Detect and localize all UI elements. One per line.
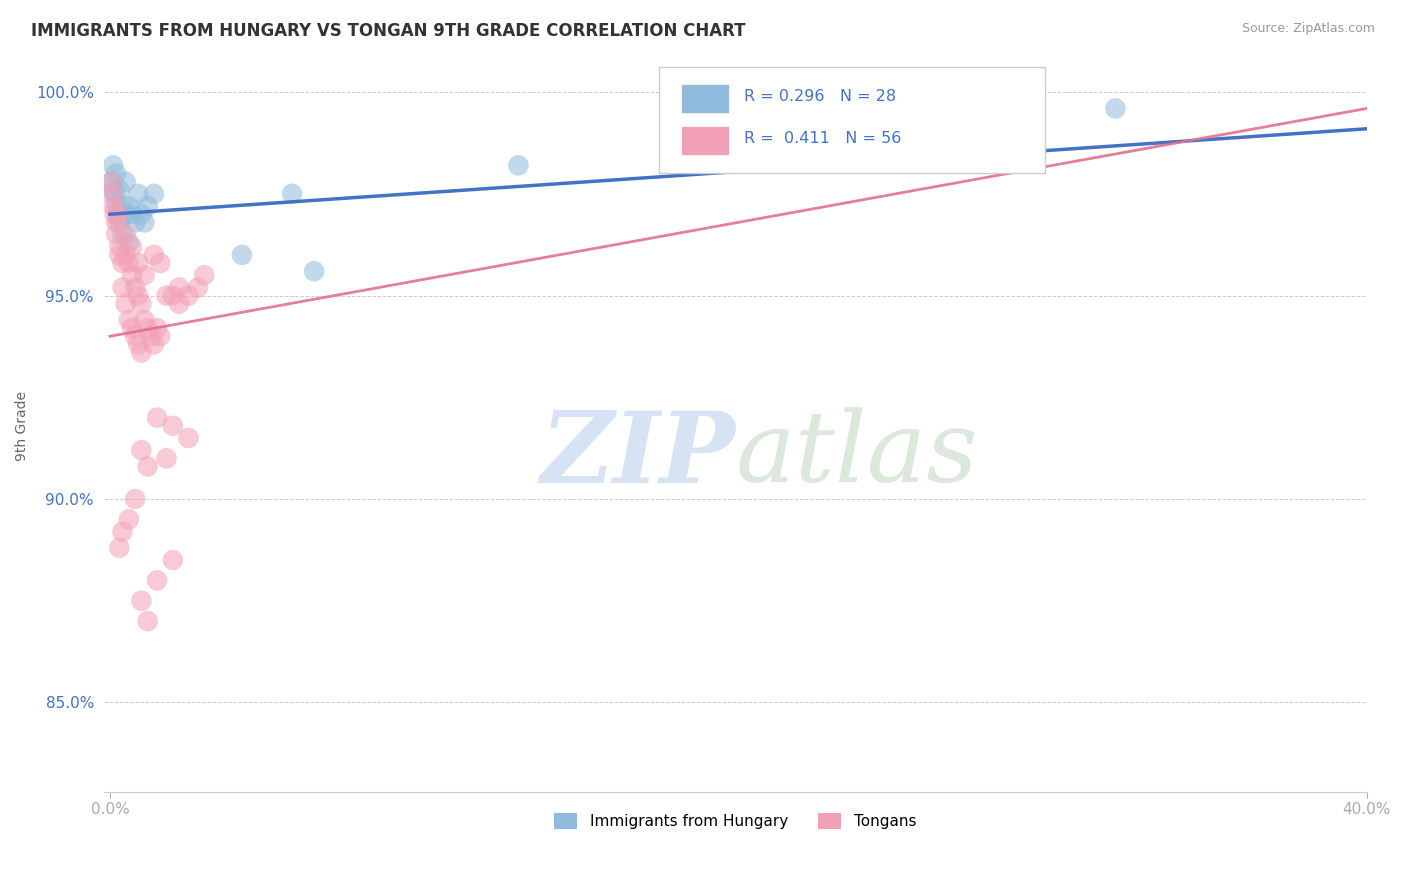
Point (193, 268, 215, 283)
Point (118, 313, 141, 327)
Point (107, 207, 129, 221)
Point (105, 199, 128, 213)
Point (101, 186, 124, 201)
Point (101, 183, 124, 197)
Point (127, 186, 149, 201)
Point (1104, 102, 1126, 116)
Point (101, 158, 124, 172)
Point (121, 240, 143, 254)
Point (111, 524, 134, 539)
Point (134, 268, 156, 283)
Text: IMMIGRANTS FROM HUNGARY VS TONGAN 9TH GRADE CORRELATION CHART: IMMIGRANTS FROM HUNGARY VS TONGAN 9TH GR… (31, 22, 745, 40)
Point (111, 280, 134, 294)
Point (162, 418, 184, 433)
Point (127, 337, 149, 351)
Point (108, 215, 131, 229)
Point (167, 280, 190, 294)
Point (231, 248, 253, 262)
FancyBboxPatch shape (659, 67, 1045, 173)
Point (108, 248, 131, 262)
Point (146, 321, 169, 335)
Point (105, 227, 128, 242)
Point (118, 235, 141, 250)
Point (104, 186, 127, 201)
Bar (681, 126, 728, 155)
Point (136, 321, 159, 335)
Point (111, 227, 134, 242)
Point (134, 215, 156, 229)
Text: ZIP: ZIP (540, 407, 735, 503)
Point (177, 288, 200, 302)
Point (124, 215, 146, 229)
Point (142, 186, 165, 201)
Point (105, 215, 128, 229)
Point (302, 264, 325, 278)
Point (114, 207, 136, 221)
Point (131, 207, 153, 221)
Point (104, 207, 127, 221)
Point (131, 593, 153, 607)
Text: R = 0.296   N = 28: R = 0.296 N = 28 (744, 89, 896, 104)
Point (108, 207, 131, 221)
Point (167, 296, 190, 310)
Point (108, 240, 131, 254)
Point (131, 345, 153, 359)
Point (105, 167, 128, 181)
Point (121, 268, 143, 283)
Point (162, 288, 184, 302)
Point (127, 288, 149, 302)
Point (124, 280, 146, 294)
Point (177, 431, 200, 445)
Point (136, 614, 159, 628)
Point (127, 256, 149, 270)
Point (134, 313, 156, 327)
Point (136, 199, 159, 213)
Point (111, 256, 134, 270)
Legend: Immigrants from Hungary, Tongans: Immigrants from Hungary, Tongans (548, 807, 922, 836)
Point (124, 491, 146, 506)
Point (711, 146, 734, 161)
Point (121, 321, 143, 335)
Point (108, 541, 131, 555)
Point (114, 296, 136, 310)
Point (114, 175, 136, 189)
Point (281, 186, 304, 201)
Point (149, 256, 172, 270)
Text: R =  0.411   N = 56: R = 0.411 N = 56 (744, 131, 901, 146)
Text: Source: ZipAtlas.com: Source: ZipAtlas.com (1241, 22, 1375, 36)
Point (100, 175, 122, 189)
Point (142, 337, 165, 351)
Point (508, 158, 530, 172)
Text: atlas: atlas (735, 408, 979, 503)
Point (124, 329, 146, 343)
Point (111, 199, 134, 213)
Point (131, 296, 153, 310)
Point (114, 248, 136, 262)
Point (100, 175, 122, 189)
Point (142, 248, 165, 262)
Point (118, 199, 141, 213)
Point (118, 512, 141, 526)
Point (146, 574, 169, 588)
Point (136, 459, 159, 474)
Point (187, 280, 209, 294)
Point (162, 553, 184, 567)
Y-axis label: 9th Grade: 9th Grade (15, 391, 30, 461)
Point (155, 451, 177, 466)
Point (131, 443, 153, 458)
Point (155, 288, 177, 302)
Bar (681, 84, 728, 113)
Point (139, 329, 162, 343)
Point (146, 410, 169, 425)
Point (121, 207, 143, 221)
Point (149, 329, 172, 343)
Point (108, 183, 131, 197)
Point (101, 199, 124, 213)
Point (118, 256, 141, 270)
Point (114, 227, 136, 242)
